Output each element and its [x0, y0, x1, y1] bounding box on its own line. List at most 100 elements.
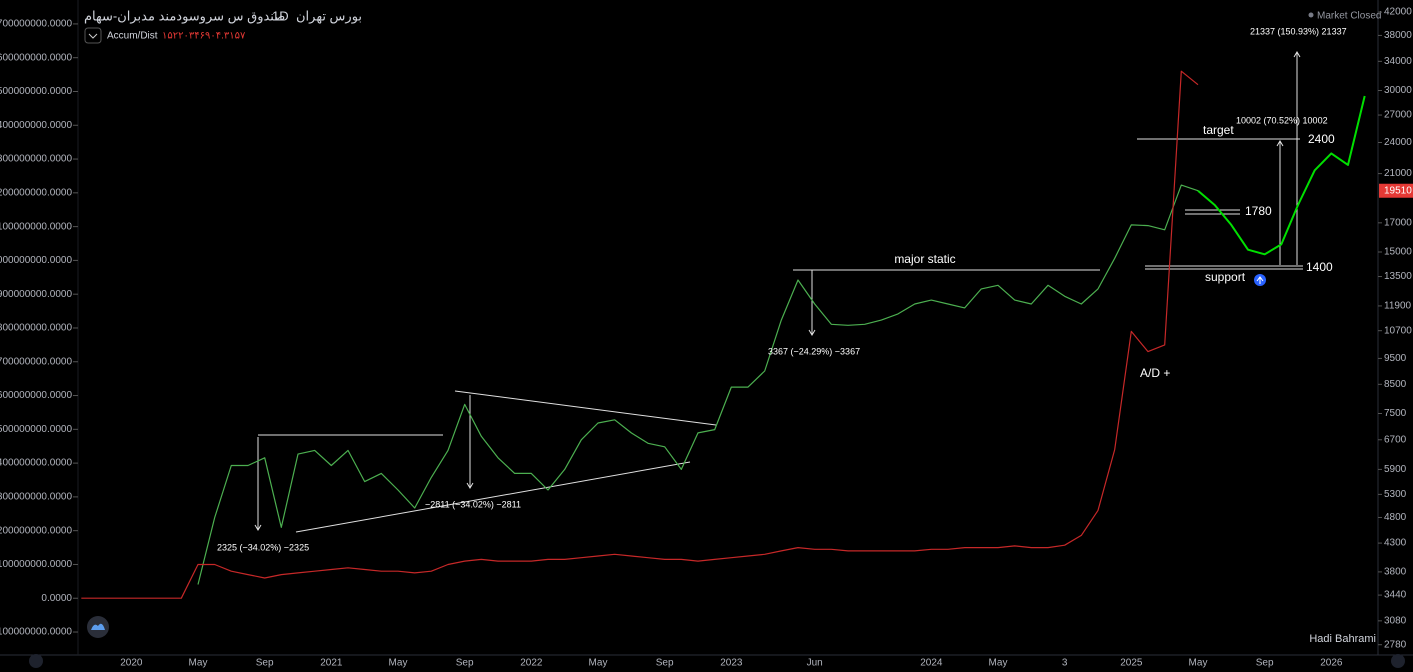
y-tick-label: 300000000.0000	[0, 492, 72, 503]
y2-tick-label: 2780	[1384, 639, 1407, 650]
annotation: 2400	[1308, 132, 1335, 146]
x-tick-label: May	[989, 658, 1008, 669]
x-tick-label: May	[589, 658, 608, 669]
y-tick-label: 1700000000.0000	[0, 19, 72, 30]
x-tick-label: 2026	[1320, 658, 1343, 669]
y2-tick-label: 10700	[1384, 325, 1412, 336]
collapse-button[interactable]	[84, 27, 102, 44]
indicator-name: Accum/Dist	[107, 31, 158, 42]
annotation: major static	[894, 252, 955, 266]
y-tick-label: 900000000.0000	[0, 289, 72, 300]
x-tick-label: May	[389, 658, 408, 669]
y2-tick-label: 17000	[1384, 217, 1412, 228]
annotation: A/D +	[1140, 366, 1170, 380]
exchange: بورس تهران	[296, 8, 362, 24]
x-tick-label: Sep	[1256, 658, 1274, 669]
y2-tick-label: 38000	[1384, 30, 1412, 41]
y-tick-label: 1300000000.0000	[0, 154, 72, 165]
timezone-button[interactable]	[29, 654, 43, 668]
y-tick-label: 200000000.0000	[0, 525, 72, 536]
interval: 1D	[272, 8, 289, 23]
y2-tick-label: 9500	[1384, 353, 1407, 364]
x-tick-label: May	[1189, 658, 1208, 669]
annotation: 2325 (−34.02%) −2325	[217, 542, 309, 552]
y2-tick-label: 4800	[1384, 512, 1407, 523]
logo-mark	[91, 623, 105, 630]
y-tick-label: 1200000000.0000	[0, 187, 72, 198]
x-tick-label: Jun	[807, 658, 823, 669]
y-tick-label: 0.0000	[41, 593, 72, 604]
author: Hadi Bahrami	[1309, 633, 1376, 645]
x-tick-label: May	[189, 658, 208, 669]
y2-tick-label: 34000	[1384, 56, 1412, 67]
y2-tick-label: 3800	[1384, 567, 1407, 578]
triangle-lower	[295, 461, 691, 533]
y-tick-label: 100000000.0000	[0, 559, 72, 570]
x-tick-label: 2022	[520, 658, 543, 669]
annotation: 10002 (70.52%) 10002	[1236, 115, 1328, 125]
y-tick-label: 400000000.0000	[0, 458, 72, 469]
x-tick-label: 2020	[120, 658, 143, 669]
y2-tick-label: 3440	[1384, 590, 1407, 601]
y-tick-label: 800000000.0000	[0, 323, 72, 334]
y2-tick-label: 6700	[1384, 434, 1407, 445]
x-tick-label: Sep	[456, 658, 474, 669]
indicator-value: ۱۵۲۲۰۳۴۶۹۰۴.۳۱۵۷	[162, 31, 246, 42]
y2-tick-label: 3080	[1384, 615, 1407, 626]
y-tick-label: 1600000000.0000	[0, 52, 72, 63]
annotation: 3367 (−24.29%) −3367	[768, 346, 860, 356]
status-dot	[1308, 12, 1314, 18]
y-tick-label: 1000000000.0000	[0, 255, 72, 266]
y-tick-label: 1400000000.0000	[0, 120, 72, 131]
y2-tick-label: 15000	[1384, 247, 1412, 258]
title: صندوق س سروسودمند مدبران-سهام	[84, 8, 285, 24]
annotation: −2811 (−34.02%) −2811	[425, 499, 521, 509]
measure-arrow	[1293, 51, 1301, 265]
y2-tick-label: 5300	[1384, 489, 1407, 500]
market-status: Market Closed	[1317, 11, 1381, 22]
drawings	[29, 51, 1405, 668]
y-tick-label: -100000000.0000	[0, 627, 72, 638]
y-tick-label: 1100000000.0000	[0, 221, 72, 232]
y2-tick-label: 13500	[1384, 271, 1412, 282]
annotation: 1780	[1245, 204, 1272, 218]
chevron	[88, 33, 98, 39]
auto-scale-button[interactable]	[1391, 654, 1405, 668]
y2-tick-label: 24000	[1384, 137, 1412, 148]
y2-tick-label: 8500	[1384, 379, 1407, 390]
x-tick-label: Sep	[656, 658, 674, 669]
y-tick-label: 600000000.0000	[0, 390, 72, 401]
x-tick-label: 2024	[920, 658, 943, 669]
measure-arrow	[808, 270, 816, 336]
y-tick-label: 700000000.0000	[0, 356, 72, 367]
y2-tick-label: 21000	[1384, 168, 1412, 179]
y2-tick-label: 27000	[1384, 110, 1412, 121]
y2-tick-label: 30000	[1384, 85, 1412, 96]
measure-arrow	[466, 395, 474, 489]
series-line	[1197, 95, 1366, 256]
annotation: 21337 (150.93%) 21337	[1250, 26, 1347, 36]
series-line	[81, 70, 1199, 599]
y2-tick-label: 42000	[1384, 7, 1412, 18]
up-icon-arrow	[1256, 276, 1264, 284]
support-lines	[1145, 265, 1303, 270]
y2-tick-label: 5900	[1384, 464, 1407, 475]
x-tick-label: Sep	[256, 658, 274, 669]
x-tick-label: 2023	[720, 658, 743, 669]
last-price-tag	[1379, 183, 1413, 198]
annotation: 1400	[1306, 260, 1333, 274]
annotation: target	[1203, 123, 1234, 137]
y-tick-label: 1500000000.0000	[0, 86, 72, 97]
annotation: support	[1205, 270, 1246, 284]
y2-tick-label: 4300	[1384, 538, 1407, 549]
series-line	[197, 184, 1199, 585]
triangle-upper	[454, 390, 717, 426]
x-tick-label: 3	[1062, 658, 1068, 669]
x-tick-label: 2025	[1120, 658, 1143, 669]
y-tick-label: 500000000.0000	[0, 424, 72, 435]
y2-tick-label: 7500	[1384, 408, 1407, 419]
last-price-label: 19510	[1384, 185, 1412, 196]
x-tick-label: 2021	[320, 658, 343, 669]
